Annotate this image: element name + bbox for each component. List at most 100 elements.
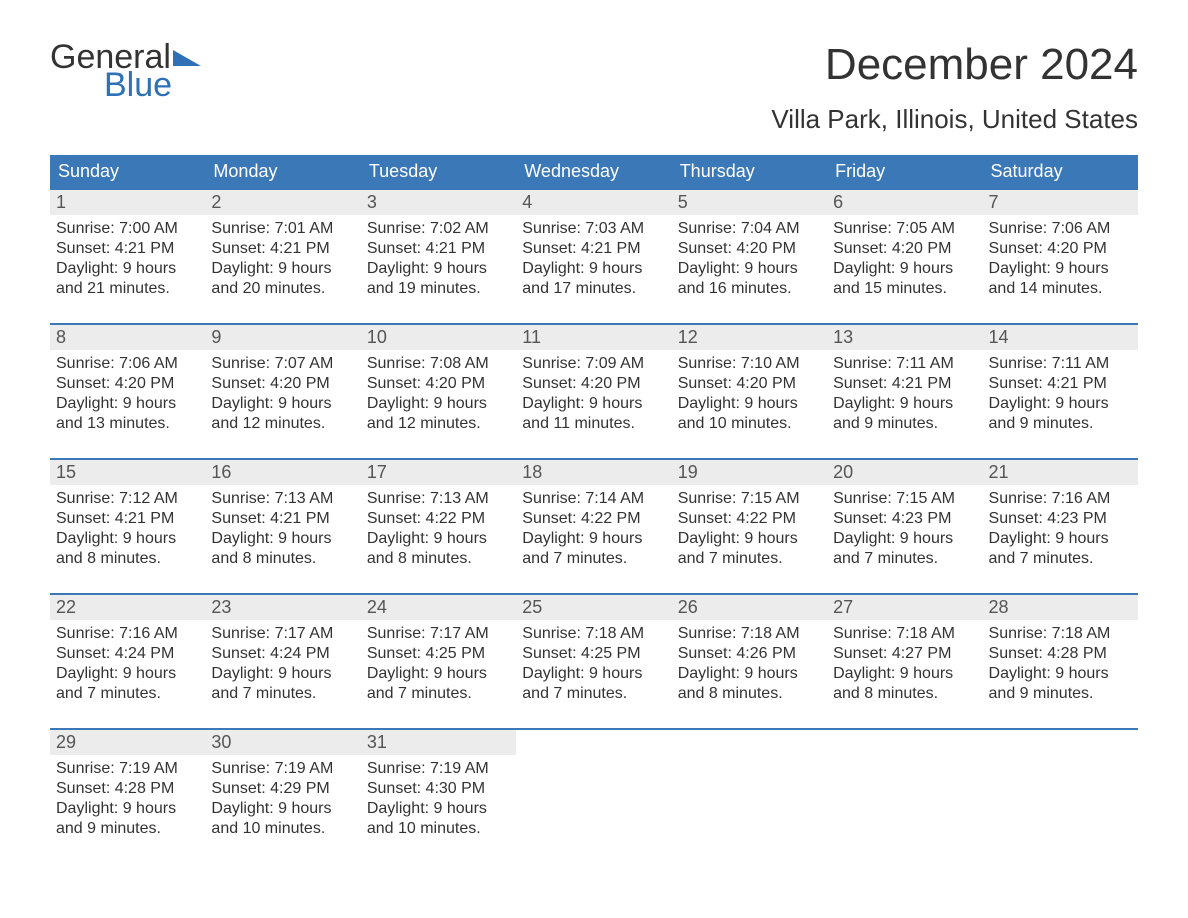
day-d2: and 20 minutes. <box>211 279 354 299</box>
day-d1: Daylight: 9 hours <box>833 664 976 684</box>
day-d2: and 7 minutes. <box>56 684 199 704</box>
day-d1: Daylight: 9 hours <box>367 664 510 684</box>
day-sunset: Sunset: 4:20 PM <box>367 374 510 394</box>
day-sunset: Sunset: 4:21 PM <box>833 374 976 394</box>
day-cell: 27Sunrise: 7:18 AMSunset: 4:27 PMDayligh… <box>827 595 982 710</box>
day-d2: and 17 minutes. <box>522 279 665 299</box>
day-sunrise: Sunrise: 7:02 AM <box>367 219 510 239</box>
day-sunset: Sunset: 4:21 PM <box>989 374 1132 394</box>
day-d2: and 12 minutes. <box>367 414 510 434</box>
weeks-container: 1Sunrise: 7:00 AMSunset: 4:21 PMDaylight… <box>50 190 1138 845</box>
day-d1: Daylight: 9 hours <box>989 664 1132 684</box>
day-sunrise: Sunrise: 7:03 AM <box>522 219 665 239</box>
day-d1: Daylight: 9 hours <box>211 799 354 819</box>
day-d2: and 7 minutes. <box>678 549 821 569</box>
day-number: 8 <box>50 325 205 350</box>
day-sunrise: Sunrise: 7:17 AM <box>367 624 510 644</box>
day-body: Sunrise: 7:19 AMSunset: 4:28 PMDaylight:… <box>50 755 205 845</box>
day-d2: and 7 minutes. <box>989 549 1132 569</box>
day-cell: 25Sunrise: 7:18 AMSunset: 4:25 PMDayligh… <box>516 595 671 710</box>
day-cell <box>672 730 827 845</box>
day-sunrise: Sunrise: 7:07 AM <box>211 354 354 374</box>
day-number: 12 <box>672 325 827 350</box>
day-sunset: Sunset: 4:22 PM <box>522 509 665 529</box>
day-d1: Daylight: 9 hours <box>56 799 199 819</box>
day-body: Sunrise: 7:06 AMSunset: 4:20 PMDaylight:… <box>50 350 205 440</box>
day-body: Sunrise: 7:12 AMSunset: 4:21 PMDaylight:… <box>50 485 205 575</box>
day-sunrise: Sunrise: 7:15 AM <box>678 489 821 509</box>
day-body: Sunrise: 7:15 AMSunset: 4:23 PMDaylight:… <box>827 485 982 575</box>
week-row: 29Sunrise: 7:19 AMSunset: 4:28 PMDayligh… <box>50 728 1138 845</box>
day-body: Sunrise: 7:13 AMSunset: 4:22 PMDaylight:… <box>361 485 516 575</box>
day-number: 1 <box>50 190 205 215</box>
day-sunset: Sunset: 4:22 PM <box>367 509 510 529</box>
day-sunrise: Sunrise: 7:12 AM <box>56 489 199 509</box>
day-number: 4 <box>516 190 671 215</box>
day-cell: 26Sunrise: 7:18 AMSunset: 4:26 PMDayligh… <box>672 595 827 710</box>
day-number: 15 <box>50 460 205 485</box>
day-sunrise: Sunrise: 7:11 AM <box>989 354 1132 374</box>
day-d2: and 16 minutes. <box>678 279 821 299</box>
day-cell: 15Sunrise: 7:12 AMSunset: 4:21 PMDayligh… <box>50 460 205 575</box>
day-sunset: Sunset: 4:21 PM <box>522 239 665 259</box>
location-subtitle: Villa Park, Illinois, United States <box>771 104 1138 135</box>
day-body: Sunrise: 7:19 AMSunset: 4:29 PMDaylight:… <box>205 755 360 845</box>
day-d1: Daylight: 9 hours <box>211 529 354 549</box>
day-number: 5 <box>672 190 827 215</box>
day-body: Sunrise: 7:11 AMSunset: 4:21 PMDaylight:… <box>983 350 1138 440</box>
title-block: December 2024 Villa Park, Illinois, Unit… <box>771 40 1138 149</box>
day-d1: Daylight: 9 hours <box>678 529 821 549</box>
day-sunset: Sunset: 4:21 PM <box>56 239 199 259</box>
logo-text-blue: Blue <box>104 68 201 102</box>
day-sunrise: Sunrise: 7:18 AM <box>989 624 1132 644</box>
day-number: 29 <box>50 730 205 755</box>
day-sunset: Sunset: 4:24 PM <box>56 644 199 664</box>
day-cell: 14Sunrise: 7:11 AMSunset: 4:21 PMDayligh… <box>983 325 1138 440</box>
day-d2: and 7 minutes. <box>522 549 665 569</box>
day-d2: and 21 minutes. <box>56 279 199 299</box>
day-sunset: Sunset: 4:21 PM <box>211 509 354 529</box>
day-body: Sunrise: 7:01 AMSunset: 4:21 PMDaylight:… <box>205 215 360 305</box>
day-sunrise: Sunrise: 7:01 AM <box>211 219 354 239</box>
day-cell: 23Sunrise: 7:17 AMSunset: 4:24 PMDayligh… <box>205 595 360 710</box>
day-sunrise: Sunrise: 7:18 AM <box>833 624 976 644</box>
day-body: Sunrise: 7:07 AMSunset: 4:20 PMDaylight:… <box>205 350 360 440</box>
day-sunrise: Sunrise: 7:18 AM <box>522 624 665 644</box>
day-body: Sunrise: 7:13 AMSunset: 4:21 PMDaylight:… <box>205 485 360 575</box>
day-body: Sunrise: 7:17 AMSunset: 4:24 PMDaylight:… <box>205 620 360 710</box>
day-body: Sunrise: 7:11 AMSunset: 4:21 PMDaylight:… <box>827 350 982 440</box>
day-sunrise: Sunrise: 7:04 AM <box>678 219 821 239</box>
day-body: Sunrise: 7:04 AMSunset: 4:20 PMDaylight:… <box>672 215 827 305</box>
day-sunrise: Sunrise: 7:15 AM <box>833 489 976 509</box>
day-number: 6 <box>827 190 982 215</box>
day-sunset: Sunset: 4:21 PM <box>56 509 199 529</box>
day-sunset: Sunset: 4:23 PM <box>833 509 976 529</box>
day-sunrise: Sunrise: 7:19 AM <box>56 759 199 779</box>
dow-cell: Monday <box>205 155 360 190</box>
day-number: 9 <box>205 325 360 350</box>
day-sunrise: Sunrise: 7:19 AM <box>211 759 354 779</box>
day-cell: 4Sunrise: 7:03 AMSunset: 4:21 PMDaylight… <box>516 190 671 305</box>
dow-cell: Tuesday <box>361 155 516 190</box>
day-cell: 28Sunrise: 7:18 AMSunset: 4:28 PMDayligh… <box>983 595 1138 710</box>
day-cell: 6Sunrise: 7:05 AMSunset: 4:20 PMDaylight… <box>827 190 982 305</box>
day-cell: 2Sunrise: 7:01 AMSunset: 4:21 PMDaylight… <box>205 190 360 305</box>
day-body: Sunrise: 7:08 AMSunset: 4:20 PMDaylight:… <box>361 350 516 440</box>
day-d1: Daylight: 9 hours <box>522 664 665 684</box>
day-cell: 24Sunrise: 7:17 AMSunset: 4:25 PMDayligh… <box>361 595 516 710</box>
flag-icon <box>173 40 201 60</box>
day-d2: and 9 minutes. <box>56 819 199 839</box>
day-sunrise: Sunrise: 7:06 AM <box>56 354 199 374</box>
day-d2: and 8 minutes. <box>211 549 354 569</box>
day-sunrise: Sunrise: 7:08 AM <box>367 354 510 374</box>
day-body: Sunrise: 7:05 AMSunset: 4:20 PMDaylight:… <box>827 215 982 305</box>
day-d2: and 10 minutes. <box>678 414 821 434</box>
day-of-week-header: SundayMondayTuesdayWednesdayThursdayFrid… <box>50 155 1138 190</box>
day-sunset: Sunset: 4:24 PM <box>211 644 354 664</box>
day-cell: 19Sunrise: 7:15 AMSunset: 4:22 PMDayligh… <box>672 460 827 575</box>
day-d1: Daylight: 9 hours <box>367 799 510 819</box>
day-sunset: Sunset: 4:26 PM <box>678 644 821 664</box>
day-d1: Daylight: 9 hours <box>989 394 1132 414</box>
day-sunrise: Sunrise: 7:16 AM <box>989 489 1132 509</box>
day-number: 26 <box>672 595 827 620</box>
